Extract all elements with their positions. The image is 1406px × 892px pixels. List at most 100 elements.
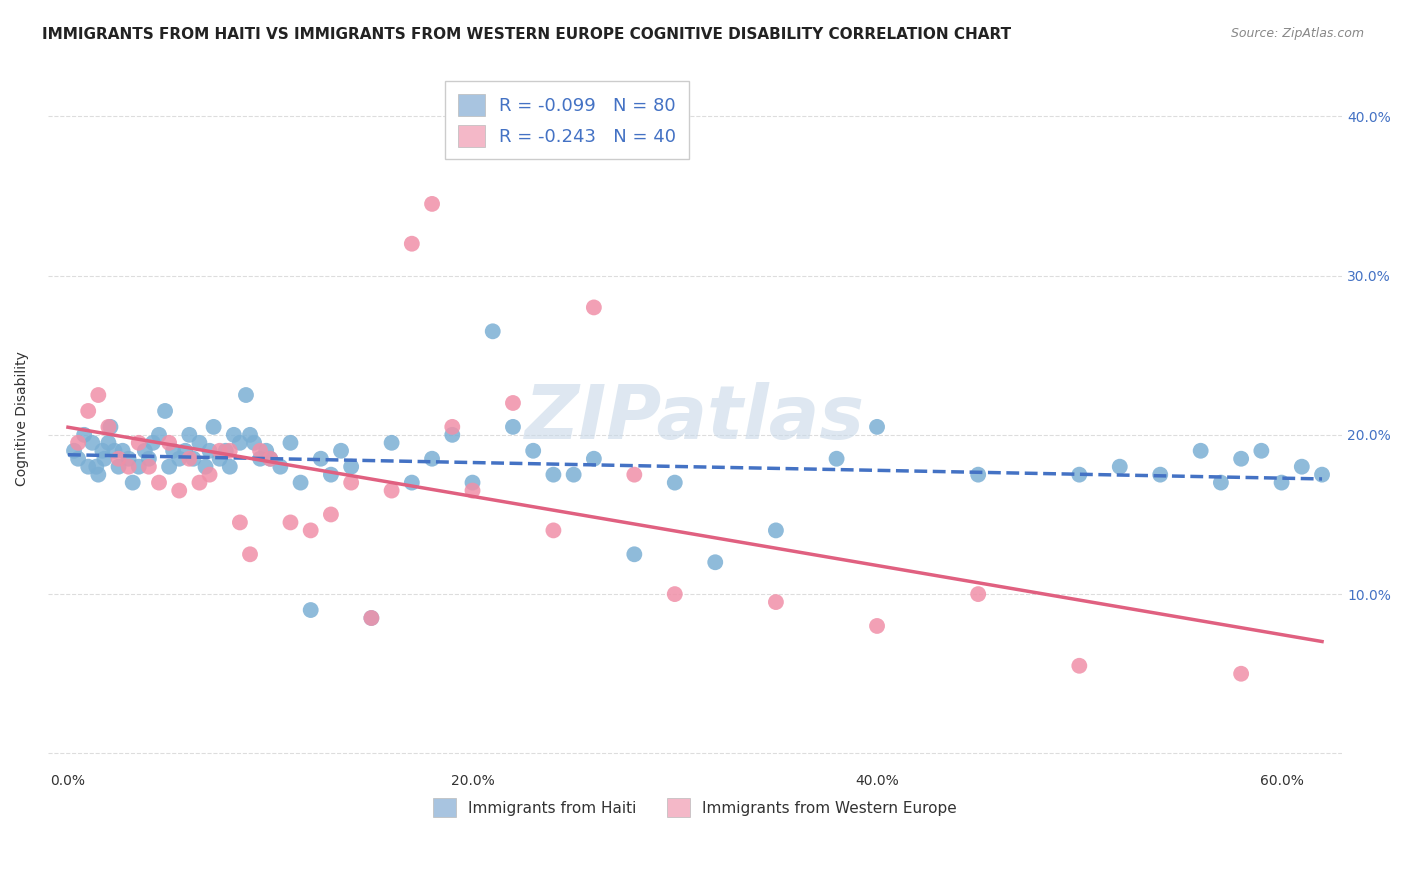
Point (280, 516, 302, 530)
Point (202, 420, 225, 434)
Point (280, 435, 302, 450)
Point (319, 508, 342, 522)
Point (67, 451, 90, 466)
Point (866, 420, 889, 434)
Point (134, 443, 156, 458)
Point (157, 459, 180, 474)
Point (1069, 467, 1091, 482)
Point (107, 451, 129, 466)
Point (623, 467, 645, 482)
Point (188, 475, 211, 490)
Point (249, 443, 271, 458)
Point (269, 459, 291, 474)
Text: ZIPatlas: ZIPatlas (524, 383, 865, 456)
Point (543, 524, 565, 538)
Point (562, 467, 585, 482)
Text: IMMIGRANTS FROM HAITI VS IMMIGRANTS FROM WESTERN EUROPE COGNITIVE DISABILITY COR: IMMIGRANTS FROM HAITI VS IMMIGRANTS FROM… (42, 27, 1011, 42)
Point (84, 459, 107, 474)
Point (1108, 459, 1130, 474)
Point (229, 435, 252, 450)
Point (157, 435, 180, 450)
Point (765, 524, 787, 538)
Point (866, 619, 889, 633)
Point (1230, 451, 1253, 466)
Point (299, 524, 322, 538)
Point (215, 443, 238, 458)
Point (967, 467, 990, 482)
Point (299, 603, 322, 617)
Point (73, 427, 96, 442)
Point (229, 516, 252, 530)
Point (63, 443, 86, 458)
Point (208, 443, 231, 458)
Point (401, 236, 423, 251)
Point (218, 459, 240, 474)
Point (825, 451, 848, 466)
Point (360, 611, 382, 625)
Point (179, 427, 201, 442)
Point (1069, 658, 1091, 673)
Point (222, 427, 245, 442)
Point (765, 595, 787, 609)
Point (381, 435, 404, 450)
Point (208, 451, 231, 466)
Point (97, 420, 120, 434)
Point (259, 451, 281, 466)
Point (97, 435, 120, 450)
Point (138, 459, 160, 474)
Point (254, 443, 277, 458)
Point (148, 475, 170, 490)
Point (138, 451, 160, 466)
Point (148, 427, 170, 442)
Point (118, 451, 141, 466)
Point (167, 483, 190, 498)
Point (441, 420, 464, 434)
Point (218, 443, 240, 458)
Point (162, 443, 184, 458)
Point (330, 443, 353, 458)
Point (103, 443, 125, 458)
Point (420, 451, 443, 466)
Point (664, 475, 686, 490)
Point (198, 443, 221, 458)
Point (249, 451, 271, 466)
Point (121, 475, 143, 490)
Point (111, 443, 134, 458)
Point (243, 435, 266, 450)
Point (239, 427, 262, 442)
Point (582, 451, 605, 466)
Point (235, 388, 257, 402)
Point (664, 587, 686, 601)
Point (128, 435, 150, 450)
Point (401, 475, 423, 490)
Point (188, 435, 211, 450)
Point (704, 555, 727, 569)
Point (340, 475, 363, 490)
Point (1250, 443, 1272, 458)
Point (360, 611, 382, 625)
Point (1310, 467, 1333, 482)
Point (1271, 475, 1294, 490)
Point (309, 451, 332, 466)
Point (319, 467, 342, 482)
Text: Source: ZipAtlas.com: Source: ZipAtlas.com (1230, 27, 1364, 40)
Point (259, 451, 281, 466)
Point (100, 420, 122, 434)
Point (623, 547, 645, 561)
Point (481, 324, 503, 338)
Point (967, 587, 990, 601)
Point (67, 435, 90, 450)
Point (87, 388, 110, 402)
Point (93, 451, 115, 466)
Point (82, 435, 104, 450)
Point (522, 443, 544, 458)
Point (77, 459, 100, 474)
Point (194, 459, 217, 474)
Point (142, 435, 165, 450)
Legend: Immigrants from Haiti, Immigrants from Western Europe: Immigrants from Haiti, Immigrants from W… (426, 791, 965, 825)
Point (77, 404, 100, 418)
Point (1149, 467, 1171, 482)
Point (118, 459, 141, 474)
Point (441, 427, 464, 442)
Point (91, 443, 114, 458)
